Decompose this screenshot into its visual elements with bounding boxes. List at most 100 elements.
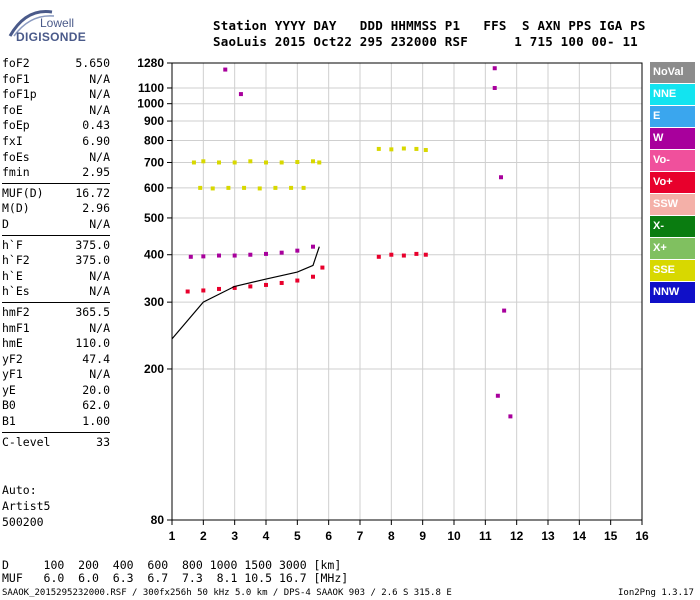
data-point — [320, 265, 325, 270]
x-tick-label: 14 — [573, 529, 587, 543]
data-point — [248, 252, 253, 257]
y-tick-label: 700 — [144, 155, 164, 169]
y-tick-label: 300 — [144, 295, 164, 309]
param-value: N/A — [89, 268, 110, 283]
x-tick-label: 2 — [200, 529, 207, 543]
muf-distance-row: D 100 200 400 600 800 1000 1500 3000 [km… — [2, 558, 342, 572]
legend-item: Vo- — [650, 150, 695, 171]
data-point — [210, 186, 215, 191]
data-point — [311, 274, 315, 279]
param-label: foF2 — [2, 56, 30, 70]
param-row: fxI 6.90 — [2, 134, 110, 150]
y-tick-label: 500 — [144, 211, 164, 225]
param-label: B0 — [2, 398, 16, 413]
data-point — [376, 146, 381, 151]
param-value: N/A — [89, 87, 110, 102]
data-point — [242, 185, 247, 190]
param-value: 20.0 — [82, 382, 110, 397]
param-label: h`Es — [2, 284, 30, 299]
param-label: h`E — [2, 268, 23, 283]
param-row: C-level 33 — [2, 435, 110, 451]
param-label: D — [2, 216, 9, 231]
x-tick-label: 1 — [169, 529, 176, 543]
legend-item: SSW — [650, 194, 695, 215]
x-tick-label: 4 — [263, 529, 270, 543]
legend-item: X- — [650, 216, 695, 237]
data-point — [185, 289, 190, 294]
param-value: 375.0 — [75, 237, 110, 252]
param-value: 62.0 — [82, 398, 110, 413]
footer-file-info: SAAOK_2015295232000.RSF / 300fx256h 50 k… — [2, 588, 452, 598]
data-point — [232, 160, 237, 165]
param-value: 33 — [96, 434, 110, 449]
data-point — [264, 160, 268, 165]
x-tick-label: 10 — [447, 529, 461, 543]
param-value: N/A — [89, 320, 110, 335]
param-label: yF2 — [2, 351, 23, 366]
data-point — [495, 393, 500, 398]
data-point — [414, 146, 419, 151]
header-line-1: Station YYYY DAY DDD HHMMSS P1 FFS S AXN… — [213, 18, 646, 33]
param-value: N/A — [89, 367, 110, 382]
param-value: 6.90 — [82, 133, 110, 148]
logo-swoosh-icon — [8, 10, 55, 37]
y-tick-label: 1280 — [137, 56, 164, 70]
legend-item: NNE — [650, 84, 695, 105]
data-point — [502, 308, 507, 313]
y-tick-label: 800 — [144, 133, 164, 147]
param-label: B1 — [2, 414, 16, 429]
data-point — [499, 175, 503, 180]
param-value: N/A — [89, 102, 110, 117]
data-point — [248, 284, 253, 289]
legend-item: X+ — [650, 238, 695, 259]
plot-frame — [171, 62, 643, 521]
y-tick-label: 400 — [144, 248, 164, 262]
x-tick-label: 13 — [541, 529, 555, 543]
x-tick-label: 9 — [419, 529, 426, 543]
data-point — [311, 244, 315, 249]
param-label: fxI — [2, 133, 23, 148]
param-label: C-level — [2, 434, 51, 449]
legend-item: E — [650, 106, 695, 127]
param-separator — [2, 301, 110, 303]
legend-item: NNW — [650, 282, 695, 303]
y-tick-label: 1000 — [137, 97, 164, 111]
data-point — [492, 66, 497, 71]
auto-label: Auto: — [2, 483, 37, 497]
x-tick-label: 16 — [635, 529, 649, 543]
param-label: yE — [2, 382, 16, 397]
data-point — [273, 185, 278, 190]
param-row: h`F 375.0 — [2, 238, 110, 254]
data-point — [423, 148, 428, 153]
legend-item: NoVal — [650, 62, 695, 83]
data-point — [232, 253, 237, 258]
data-point — [401, 146, 406, 151]
logo-brand-bottom: DIGISONDE — [16, 30, 87, 44]
param-row: foF1p N/A — [2, 87, 110, 103]
y-tick-label: 1100 — [138, 81, 164, 95]
data-point — [226, 185, 231, 190]
param-label: foF1 — [2, 71, 30, 86]
data-point — [508, 414, 513, 419]
param-row: yF1 N/A — [2, 367, 110, 383]
param-label: foEp — [2, 118, 30, 133]
param-row: yE 20.0 — [2, 383, 110, 399]
logo-brand-top: Lowell — [40, 16, 75, 30]
param-row: D N/A — [2, 217, 110, 233]
data-point — [389, 252, 394, 257]
data-point — [279, 160, 284, 165]
data-point — [232, 285, 237, 290]
param-label: h`F — [2, 237, 23, 252]
data-point — [264, 282, 268, 287]
data-point — [257, 186, 262, 191]
data-point — [248, 159, 253, 164]
param-row: h`E N/A — [2, 269, 110, 285]
data-point — [279, 280, 284, 285]
data-point — [317, 160, 322, 165]
param-label: hmF2 — [2, 304, 30, 319]
auto-version: 500200 — [2, 515, 44, 529]
param-value: 2.95 — [82, 165, 110, 180]
parameter-table: foF2 5.650 foF1 N/A foF1p N/A foE N/A foEp 0.43 fx… — [2, 56, 110, 450]
param-row: h`F2 375.0 — [2, 253, 110, 269]
data-point — [217, 286, 221, 291]
